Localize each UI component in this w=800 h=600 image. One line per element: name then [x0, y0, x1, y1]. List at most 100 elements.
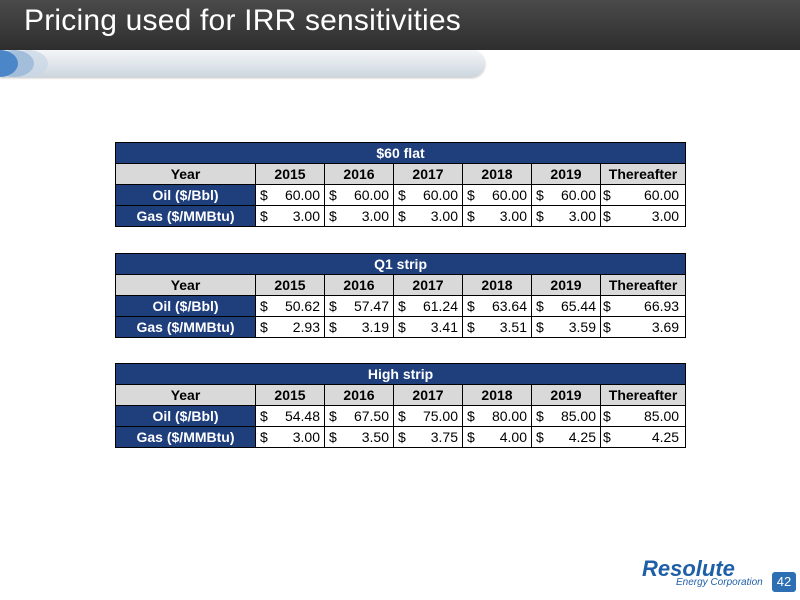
currency-symbol: $ [260, 187, 268, 203]
company-logo: Resolute [642, 556, 735, 581]
year-header-cell: 2018 [462, 163, 532, 185]
price-cell: $50.62 [255, 295, 325, 317]
year-header-row: Year 2015 2016 2017 2018 2019 Thereafter [115, 274, 687, 296]
currency-symbol: $ [467, 208, 475, 224]
year-header-cell: 2015 [255, 163, 325, 185]
price-value: 66.93 [644, 298, 680, 314]
row-label: Oil ($/Bbl) [115, 295, 256, 317]
price-value: 67.50 [353, 408, 389, 424]
price-cell: $57.47 [324, 295, 394, 317]
price-cell: $60.00 [599, 184, 687, 206]
currency-symbol: $ [260, 208, 268, 224]
price-cell: $3.00 [324, 205, 394, 227]
currency-symbol: $ [603, 408, 611, 424]
currency-symbol: $ [467, 429, 475, 445]
accent-circle [0, 50, 18, 77]
year-label: Year [115, 274, 256, 296]
price-cell: $3.59 [531, 316, 601, 338]
price-cell: $60.00 [462, 184, 532, 206]
currency-symbol: $ [260, 298, 268, 314]
price-cell: $65.44 [531, 295, 601, 317]
table-row: Gas ($/MMBtu) $2.93 $3.19 $3.41 $3.51 $3.59 $3… [115, 316, 687, 338]
price-value: 60.00 [491, 187, 527, 203]
price-value: 63.64 [491, 298, 527, 314]
price-value: 60.00 [422, 187, 458, 203]
year-header-cell: 2016 [324, 163, 394, 185]
price-cell: $4.00 [462, 426, 532, 448]
year-header-cell: 2017 [393, 163, 463, 185]
year-header-cell: 2019 [531, 384, 601, 406]
currency-symbol: $ [536, 319, 544, 335]
page-number: 42 [772, 572, 796, 592]
currency-symbol: $ [329, 208, 337, 224]
currency-symbol: $ [467, 187, 475, 203]
price-cell: $63.64 [462, 295, 532, 317]
table-row: Gas ($/MMBtu) $3.00 $3.00 $3.00 $3.00 $3.00 $3… [115, 205, 687, 227]
price-value: 85.00 [644, 408, 680, 424]
price-cell: $3.00 [393, 205, 463, 227]
price-value: 54.48 [284, 408, 320, 424]
price-value: 4.00 [499, 429, 527, 445]
price-value: 3.00 [361, 208, 389, 224]
price-value: 2.93 [292, 319, 320, 335]
price-cell: $3.00 [599, 205, 687, 227]
table-title: Q1 strip [114, 253, 687, 275]
currency-symbol: $ [603, 187, 611, 203]
price-cell: $3.00 [255, 426, 325, 448]
currency-symbol: $ [329, 187, 337, 203]
currency-symbol: $ [603, 208, 611, 224]
currency-symbol: $ [398, 298, 406, 314]
price-value: 4.25 [651, 429, 680, 445]
year-header-cell: Thereafter [599, 274, 687, 296]
price-value: 3.00 [568, 208, 596, 224]
price-value: 75.00 [422, 408, 458, 424]
currency-symbol: $ [398, 319, 406, 335]
page-title: Pricing used for IRR sensitivities [24, 4, 461, 37]
currency-symbol: $ [260, 319, 268, 335]
table-row: Oil ($/Bbl) $60.00 $60.00 $60.00 $60.00 $60.0… [115, 184, 687, 206]
currency-symbol: $ [398, 187, 406, 203]
currency-symbol: $ [260, 408, 268, 424]
price-value: 60.00 [353, 187, 389, 203]
price-cell: $3.69 [599, 316, 687, 338]
price-value: 3.69 [651, 319, 680, 335]
year-header-row: Year 2015 2016 2017 2018 2019 Thereafter [115, 163, 687, 185]
year-header-cell: 2015 [255, 274, 325, 296]
price-value: 3.19 [361, 319, 389, 335]
price-cell: $80.00 [462, 405, 532, 427]
currency-symbol: $ [467, 408, 475, 424]
table-title: High strip [114, 363, 687, 385]
price-value: 3.59 [568, 319, 596, 335]
row-label: Gas ($/MMBtu) [115, 316, 256, 338]
price-cell: $4.25 [531, 426, 601, 448]
price-cell: $60.00 [255, 184, 325, 206]
currency-symbol: $ [329, 429, 337, 445]
year-header-cell: Thereafter [599, 163, 687, 185]
price-value: 3.00 [499, 208, 527, 224]
year-label: Year [115, 384, 256, 406]
currency-symbol: $ [536, 208, 544, 224]
price-value: 61.24 [422, 298, 458, 314]
price-cell: $3.41 [393, 316, 463, 338]
currency-symbol: $ [329, 298, 337, 314]
price-cell: $85.00 [599, 405, 687, 427]
price-cell: $54.48 [255, 405, 325, 427]
pricing-table: $60 flat Year 2015 2016 2017 2018 2019 Thereaft… [114, 142, 687, 227]
price-value: 3.41 [430, 319, 458, 335]
price-value: 3.00 [292, 429, 320, 445]
table-row: Gas ($/MMBtu) $3.00 $3.50 $3.75 $4.00 $4.25 $4… [115, 426, 687, 448]
price-cell: $60.00 [324, 184, 394, 206]
price-value: 50.62 [284, 298, 320, 314]
price-value: 60.00 [560, 187, 596, 203]
price-value: 3.50 [361, 429, 389, 445]
price-value: 60.00 [643, 187, 680, 203]
currency-symbol: $ [603, 319, 611, 335]
row-label: Oil ($/Bbl) [115, 184, 256, 206]
price-value: 60.00 [284, 187, 320, 203]
price-cell: $85.00 [531, 405, 601, 427]
price-cell: $60.00 [531, 184, 601, 206]
accent-bar [0, 50, 485, 77]
price-cell: $66.93 [599, 295, 687, 317]
year-header-cell: 2017 [393, 274, 463, 296]
price-cell: $3.51 [462, 316, 532, 338]
